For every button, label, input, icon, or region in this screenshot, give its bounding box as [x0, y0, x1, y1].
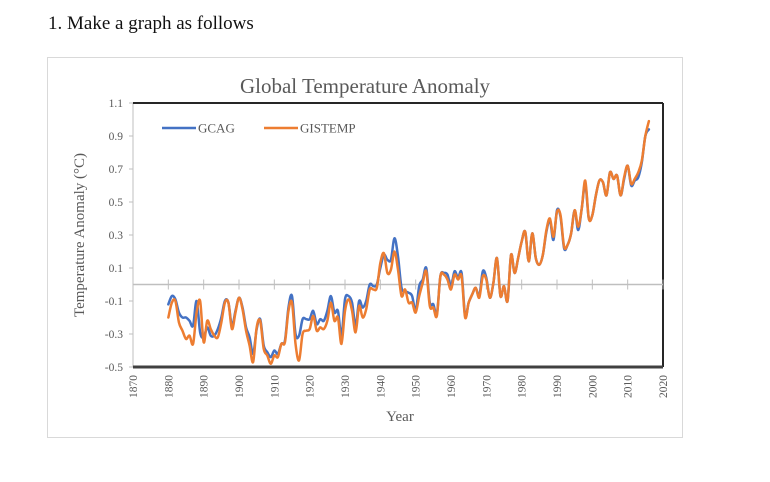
legend: GCAG GISTEMP: [162, 121, 356, 136]
x-tick-label: 1900: [234, 375, 246, 398]
legend-label-gcag: GCAG: [198, 121, 235, 136]
x-tick-label: 1950: [411, 375, 423, 398]
chart-frame: [47, 57, 683, 438]
y-tick-label: 0.7: [109, 164, 124, 176]
x-axis-title: Year: [386, 409, 414, 425]
legend-label-gistemp: GISTEMP: [300, 121, 356, 136]
y-tick-label: 0.5: [109, 197, 124, 209]
instruction-heading: 1. Make a graph as follows: [48, 13, 254, 34]
y-tick-label: 0.1: [109, 263, 124, 275]
y-tick-label: 0.3: [109, 230, 124, 242]
x-tick-label: 1910: [269, 375, 281, 398]
x-tick-label: 2000: [587, 375, 599, 398]
y-tick-label: 0.9: [109, 131, 124, 143]
series-line-gistemp: [167, 119, 651, 365]
series-line-gcag: [167, 128, 651, 359]
y-tick-label: 1.1: [109, 98, 124, 110]
x-tick-label: 2010: [623, 375, 635, 398]
chart-title: Global Temperature Anomaly: [240, 74, 491, 98]
x-tick-label: 1940: [375, 375, 387, 398]
x-tick-label: 1930: [340, 375, 352, 398]
y-tick-label: -0.3: [105, 329, 123, 341]
x-tick-label: 2020: [658, 375, 670, 398]
x-tick-label: 1960: [446, 375, 458, 398]
x-tick-label: 1920: [305, 375, 317, 398]
x-tick-label: 1990: [552, 375, 564, 398]
x-tick-label: 1970: [481, 375, 493, 398]
x-tick-label: 1980: [517, 375, 529, 398]
y-tick-label: -0.1: [105, 296, 123, 308]
x-tick-label: 1890: [199, 375, 211, 398]
y-axis-title: Temperature Anomaly (°C): [72, 153, 88, 317]
y-tick-label: -0.5: [105, 362, 123, 374]
x-tick-label: 1880: [163, 375, 175, 398]
x-tick-label: 1870: [128, 375, 140, 398]
